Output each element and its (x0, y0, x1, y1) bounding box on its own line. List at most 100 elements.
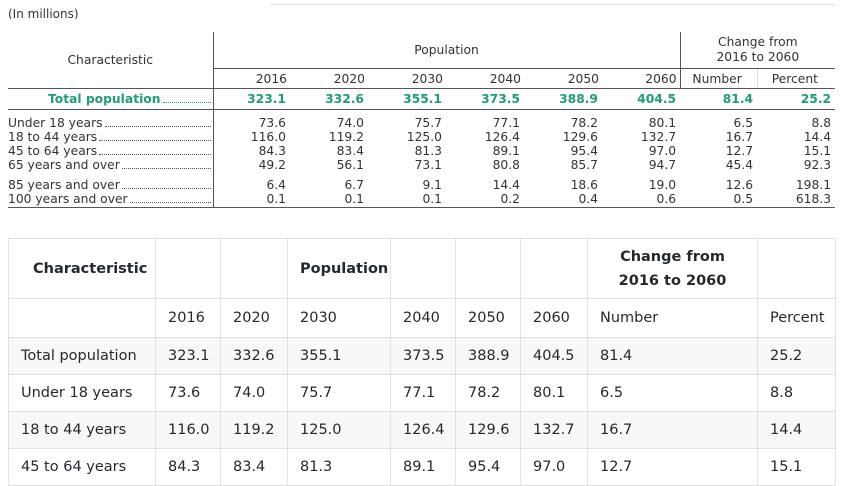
cell: 116.0 (250, 130, 286, 144)
leader: Total population (48, 92, 213, 106)
cell: 25.2 (757, 337, 836, 375)
cell: 83.4 (336, 144, 364, 158)
subheader-cell: 2060 (520, 298, 588, 338)
row-label-cell: 65 years and over (8, 158, 214, 172)
year-header: 2050 (524, 68, 602, 89)
leader-dots (121, 178, 211, 189)
cell: 81.4 (587, 337, 758, 375)
row-label-cell: 100 years and over (8, 192, 214, 208)
cell: 80.8 (492, 158, 520, 172)
cell: 80.1 (648, 116, 677, 130)
row-label-cell: Under 18 years (8, 109, 214, 130)
cell: 18 to 44 years (8, 411, 156, 449)
cell: 15.1 (803, 144, 832, 158)
cell: 404.5 (602, 88, 681, 110)
cell: 97.0 (648, 144, 677, 158)
cell: 16.7 (587, 411, 758, 449)
row-label-cell: 45 to 64 years (8, 144, 214, 158)
cell: 18.6 (570, 178, 598, 192)
cell: 125.0 (406, 130, 442, 144)
cell: 0.1 (213, 192, 290, 208)
cell: 126.4 (484, 130, 520, 144)
row-label: 18 to 44 years (8, 130, 98, 144)
header-change: Change from 2016 to 2060 (679, 32, 836, 69)
cell: 0.5 (680, 192, 758, 208)
cell: 0.1 (368, 192, 446, 208)
cell: 84.3 (258, 144, 286, 158)
leader: 18 to 44 years (8, 130, 213, 144)
cell: 0.1 (290, 192, 368, 208)
cell: 6.4 (266, 178, 286, 192)
cell: 12.7 (725, 144, 754, 158)
rule (270, 4, 835, 5)
caption-crop: (In millions) (8, 0, 308, 19)
cell: 119.2 (328, 130, 364, 144)
cell: 0.6 (602, 192, 681, 208)
cell: 81.4 (680, 88, 758, 110)
cell: 129.6 (455, 411, 521, 449)
cell: 92.3 (803, 158, 832, 172)
leader-dots (129, 192, 211, 203)
subheader-cell: 2030 (287, 298, 391, 338)
cell: 77.1 (492, 116, 520, 130)
cell: 373.5 (390, 337, 456, 375)
cell: 89.1 (492, 144, 520, 158)
table-row: Under 18 years 73.6 74.0 75.7 77.1 78.2 80.1 6.… (8, 374, 836, 412)
cell: 404.5 (520, 337, 588, 375)
cell: Under 18 years (8, 374, 156, 412)
header-characteristic: Characteristic (8, 32, 213, 89)
table-row: Total population 323.1 332.6 355.1 373.5 388.… (8, 337, 836, 375)
cell: 74.0 (220, 374, 288, 412)
cell: 6.5 (733, 116, 754, 130)
cell: 323.1 (213, 88, 290, 110)
row-label: Under 18 years (8, 116, 103, 130)
figure-row: 45 to 64 years 84.3 83.4 81.3 89.1 95.4 97.0 12… (8, 144, 835, 158)
cell: 49.2 (258, 158, 286, 172)
header-cell: Change from 2016 to 2060 (587, 238, 758, 299)
figure-row: Under 18 years 73.6 74.0 75.7 77.1 78.2 80.1 6.… (8, 109, 835, 130)
leader: 65 years and over (8, 158, 213, 172)
row-label-cell: 85 years and over (8, 172, 214, 192)
row-label: 65 years and over (8, 158, 120, 172)
cell: 19.0 (648, 178, 677, 192)
table-row: 18 to 44 years 116.0 119.2 125.0 126.4 129.6 1… (8, 411, 836, 449)
cell: 25.2 (757, 88, 836, 110)
cell: 45.4 (725, 158, 754, 172)
leader: Under 18 years (8, 116, 213, 130)
cell: 132.7 (640, 130, 677, 144)
cell: 6.5 (587, 374, 758, 412)
cell: 73.1 (414, 158, 442, 172)
cell: 16.7 (725, 130, 754, 144)
figure-row: Total population 323.1 332.6 355.1 373.5 388.… (8, 88, 836, 110)
cell: 388.9 (455, 337, 521, 375)
subheader-cell: 2016 (155, 298, 221, 338)
cell: 126.4 (390, 411, 456, 449)
subheader-cell: Number (587, 298, 758, 338)
cell: 355.1 (287, 337, 391, 375)
figure-row: 18 to 44 years 116.0 119.2 125.0 126.4 129.6 1… (8, 130, 835, 144)
cell: 75.7 (414, 116, 442, 130)
cell: 129.6 (562, 130, 598, 144)
leader: 85 years and over (8, 178, 213, 192)
cell: 125.0 (287, 411, 391, 449)
percent-header: Percent (756, 68, 836, 89)
cell: 14.4 (803, 130, 832, 144)
cell: 116.0 (155, 411, 221, 449)
cell: 132.7 (520, 411, 588, 449)
subheader-cell: 2040 (390, 298, 456, 338)
cell: 618.3 (757, 192, 836, 208)
subheader-cell: 2050 (455, 298, 521, 338)
cell: 323.1 (155, 337, 221, 375)
caption: (In millions) (8, 7, 79, 19)
leader: 100 years and over (8, 192, 213, 206)
row-label-cell: 18 to 44 years (8, 130, 214, 144)
cell: 14.4 (492, 178, 520, 192)
cell: 80.1 (520, 374, 588, 412)
cell: 81.3 (414, 144, 442, 158)
cell: 74.0 (336, 116, 364, 130)
cell: 85.7 (570, 158, 598, 172)
cell: 77.1 (390, 374, 456, 412)
row-label-cell: Total population (8, 88, 214, 110)
figure-table: Characteristic Population Change from 20… (8, 32, 836, 208)
cell: 332.6 (220, 337, 288, 375)
